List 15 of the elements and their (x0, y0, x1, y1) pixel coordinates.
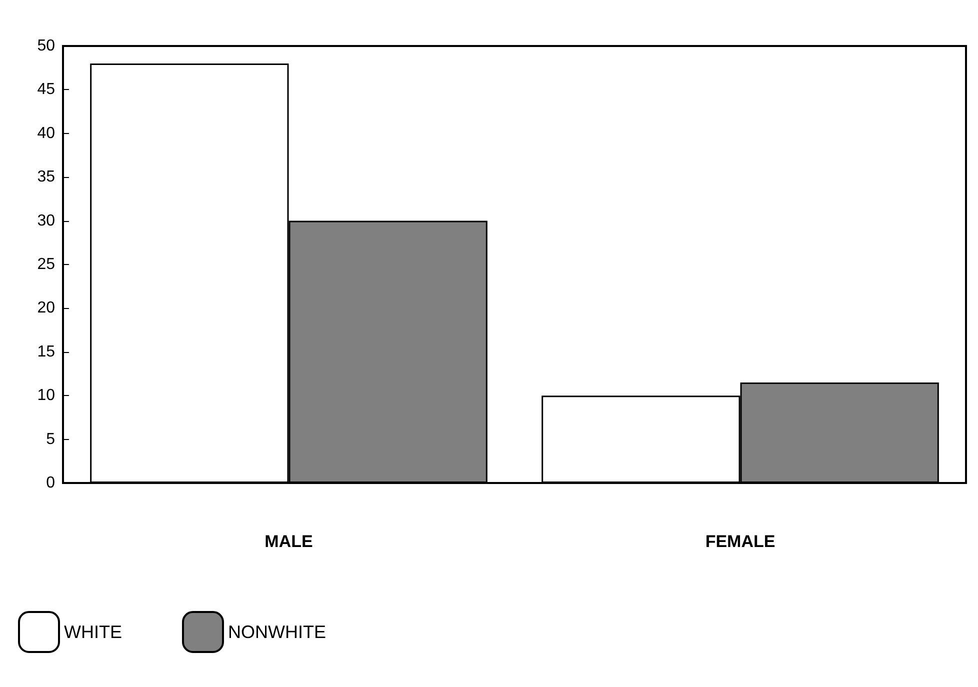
y-tick-label: 20 (37, 300, 56, 317)
y-tick-label: 50 (37, 38, 56, 54)
y-tick-label: 15 (37, 343, 56, 360)
y-tick-label: 30 (37, 212, 56, 230)
y-tick-label: 45 (37, 81, 56, 98)
y-tick-label: 10 (37, 387, 56, 404)
x-tick-label: FEMALE (705, 532, 776, 551)
legend-label: NONWHITE (228, 622, 326, 642)
y-tick-label: 25 (37, 256, 56, 273)
legend-label: WHITE (64, 622, 122, 642)
y-tick-label: 5 (46, 430, 56, 448)
x-tick-label: MALE (264, 532, 313, 551)
y-tick-label: 0 (46, 474, 56, 492)
y-tick-label: 35 (37, 168, 56, 186)
y-tick-label: 40 (37, 124, 56, 142)
